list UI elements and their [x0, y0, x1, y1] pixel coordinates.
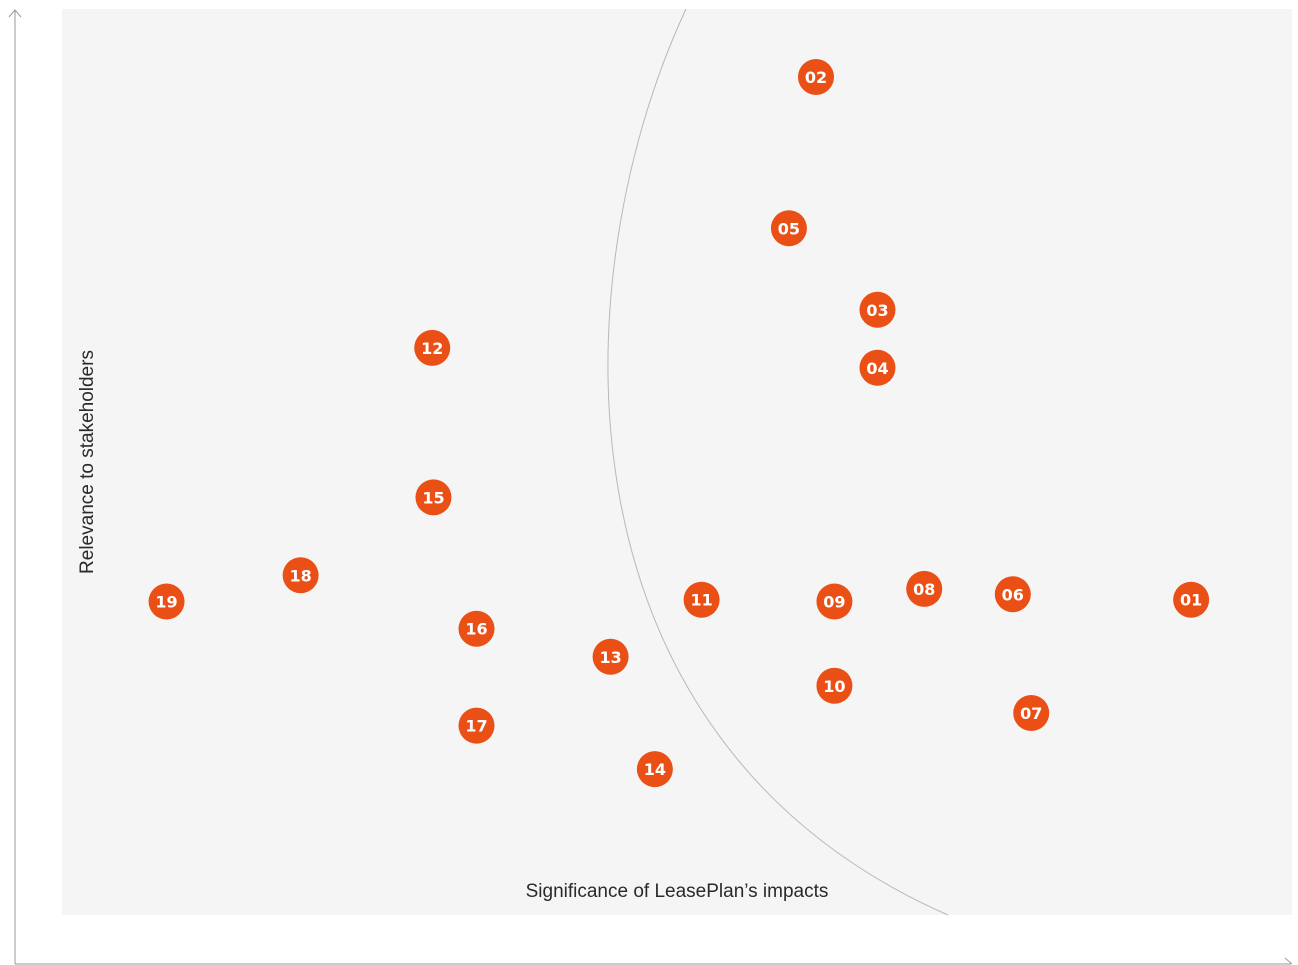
point-marker — [994, 576, 1031, 613]
point-label: 03 — [866, 301, 888, 320]
data-point-06: 06 — [994, 576, 1031, 613]
data-point-04: 04 — [859, 349, 896, 386]
data-point-14: 14 — [636, 751, 673, 788]
y-axis-title: Relevance to stakeholders — [77, 350, 98, 574]
data-point-13: 13 — [592, 638, 629, 675]
point-marker — [458, 707, 495, 744]
data-point-12: 12 — [414, 329, 451, 366]
data-point-02: 02 — [797, 58, 834, 95]
point-label: 06 — [1002, 585, 1024, 604]
point-label: 07 — [1020, 704, 1042, 723]
point-marker — [1013, 694, 1050, 731]
data-point-03: 03 — [859, 291, 896, 328]
data-point-15: 15 — [415, 479, 452, 516]
point-label: 17 — [465, 717, 487, 736]
plot-background — [62, 9, 1292, 915]
data-point-08: 08 — [906, 570, 943, 607]
data-point-11: 11 — [683, 581, 720, 618]
point-label: 14 — [644, 760, 666, 779]
point-marker — [414, 329, 451, 366]
data-point-17: 17 — [458, 707, 495, 744]
point-marker — [458, 610, 495, 647]
point-label: 11 — [690, 591, 712, 610]
point-marker — [636, 751, 673, 788]
point-marker — [148, 583, 185, 620]
point-marker — [859, 349, 896, 386]
data-point-01: 01 — [1173, 581, 1210, 618]
point-label: 02 — [805, 68, 827, 87]
data-point-10: 10 — [816, 667, 853, 704]
x-axis-title: Significance of LeasePlan’s impacts — [526, 881, 829, 902]
point-marker — [282, 557, 319, 594]
point-marker — [770, 210, 807, 247]
point-marker — [906, 570, 943, 607]
x-axis-arrow-icon — [1284, 957, 1293, 965]
point-label: 19 — [155, 593, 177, 612]
point-label: 16 — [465, 620, 487, 639]
data-point-16: 16 — [458, 610, 495, 647]
y-axis-arrow-icon — [8, 9, 22, 18]
data-point-09: 09 — [816, 583, 853, 620]
point-marker — [1173, 581, 1210, 618]
point-marker — [797, 58, 834, 95]
point-marker — [816, 667, 853, 704]
point-label: 12 — [421, 339, 443, 358]
data-point-07: 07 — [1013, 694, 1050, 731]
point-label: 09 — [823, 593, 845, 612]
data-point-19: 19 — [148, 583, 185, 620]
point-marker — [415, 479, 452, 516]
point-label: 18 — [289, 566, 311, 585]
point-label: 01 — [1180, 591, 1202, 610]
data-point-05: 05 — [770, 210, 807, 247]
point-label: 08 — [913, 580, 935, 599]
point-marker — [859, 291, 896, 328]
point-marker — [816, 583, 853, 620]
materiality-threshold-arc — [607, 8, 949, 916]
point-label: 10 — [823, 677, 845, 696]
point-label: 15 — [422, 488, 444, 507]
point-marker — [683, 581, 720, 618]
point-label: 04 — [866, 359, 888, 378]
data-points: 01 02 03 04 05 06 07 08 09 10 11 12 13 14 15 16 17 18 19 — [148, 58, 1210, 788]
point-label: 05 — [778, 219, 800, 238]
data-point-18: 18 — [282, 557, 319, 594]
point-marker — [592, 638, 629, 675]
point-label: 13 — [599, 648, 621, 667]
